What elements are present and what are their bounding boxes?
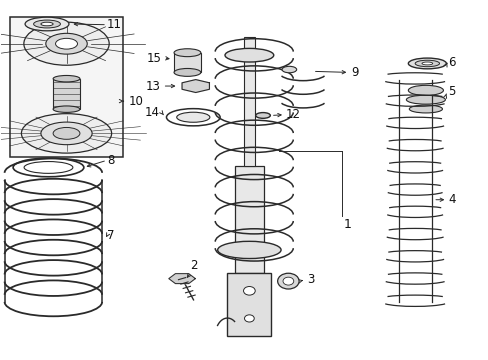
Ellipse shape xyxy=(407,85,443,95)
Ellipse shape xyxy=(282,66,296,73)
Ellipse shape xyxy=(407,58,446,69)
Text: 2: 2 xyxy=(189,259,197,272)
Bar xyxy=(244,37,254,166)
Text: 15: 15 xyxy=(146,51,161,64)
Text: 6: 6 xyxy=(447,56,455,69)
Ellipse shape xyxy=(53,106,80,112)
Ellipse shape xyxy=(41,122,92,145)
Ellipse shape xyxy=(46,33,87,54)
Text: 14: 14 xyxy=(144,106,159,119)
Ellipse shape xyxy=(24,22,109,65)
Text: 10: 10 xyxy=(128,95,143,108)
Text: 9: 9 xyxy=(350,66,358,79)
Ellipse shape xyxy=(255,113,270,118)
Bar xyxy=(10,17,122,157)
Ellipse shape xyxy=(174,49,201,57)
Ellipse shape xyxy=(406,95,445,104)
Text: 7: 7 xyxy=(107,229,114,242)
Text: 8: 8 xyxy=(107,154,114,167)
Ellipse shape xyxy=(408,105,442,113)
Bar xyxy=(173,53,200,72)
Text: 13: 13 xyxy=(145,80,160,93)
Ellipse shape xyxy=(421,62,432,65)
Ellipse shape xyxy=(224,48,273,62)
Polygon shape xyxy=(182,80,209,93)
Bar xyxy=(227,273,271,336)
Text: 4: 4 xyxy=(447,193,455,206)
Ellipse shape xyxy=(176,112,209,122)
Ellipse shape xyxy=(53,76,80,82)
Polygon shape xyxy=(168,274,195,284)
Text: 5: 5 xyxy=(447,85,455,98)
Ellipse shape xyxy=(34,20,61,28)
Text: 3: 3 xyxy=(306,273,314,286)
Bar xyxy=(234,166,264,273)
Circle shape xyxy=(244,315,254,322)
Ellipse shape xyxy=(56,39,77,49)
Text: 12: 12 xyxy=(285,108,300,121)
Ellipse shape xyxy=(24,162,73,174)
Circle shape xyxy=(277,273,299,289)
Ellipse shape xyxy=(53,127,80,139)
Ellipse shape xyxy=(21,114,111,153)
Circle shape xyxy=(243,287,255,295)
Text: 11: 11 xyxy=(107,18,122,31)
Ellipse shape xyxy=(25,17,69,31)
Ellipse shape xyxy=(41,22,53,26)
Ellipse shape xyxy=(414,60,439,67)
Ellipse shape xyxy=(174,68,201,76)
Ellipse shape xyxy=(13,158,83,177)
Bar xyxy=(53,79,80,109)
Text: 1: 1 xyxy=(343,218,351,231)
Ellipse shape xyxy=(217,241,281,258)
Circle shape xyxy=(283,277,293,285)
Ellipse shape xyxy=(166,109,220,126)
